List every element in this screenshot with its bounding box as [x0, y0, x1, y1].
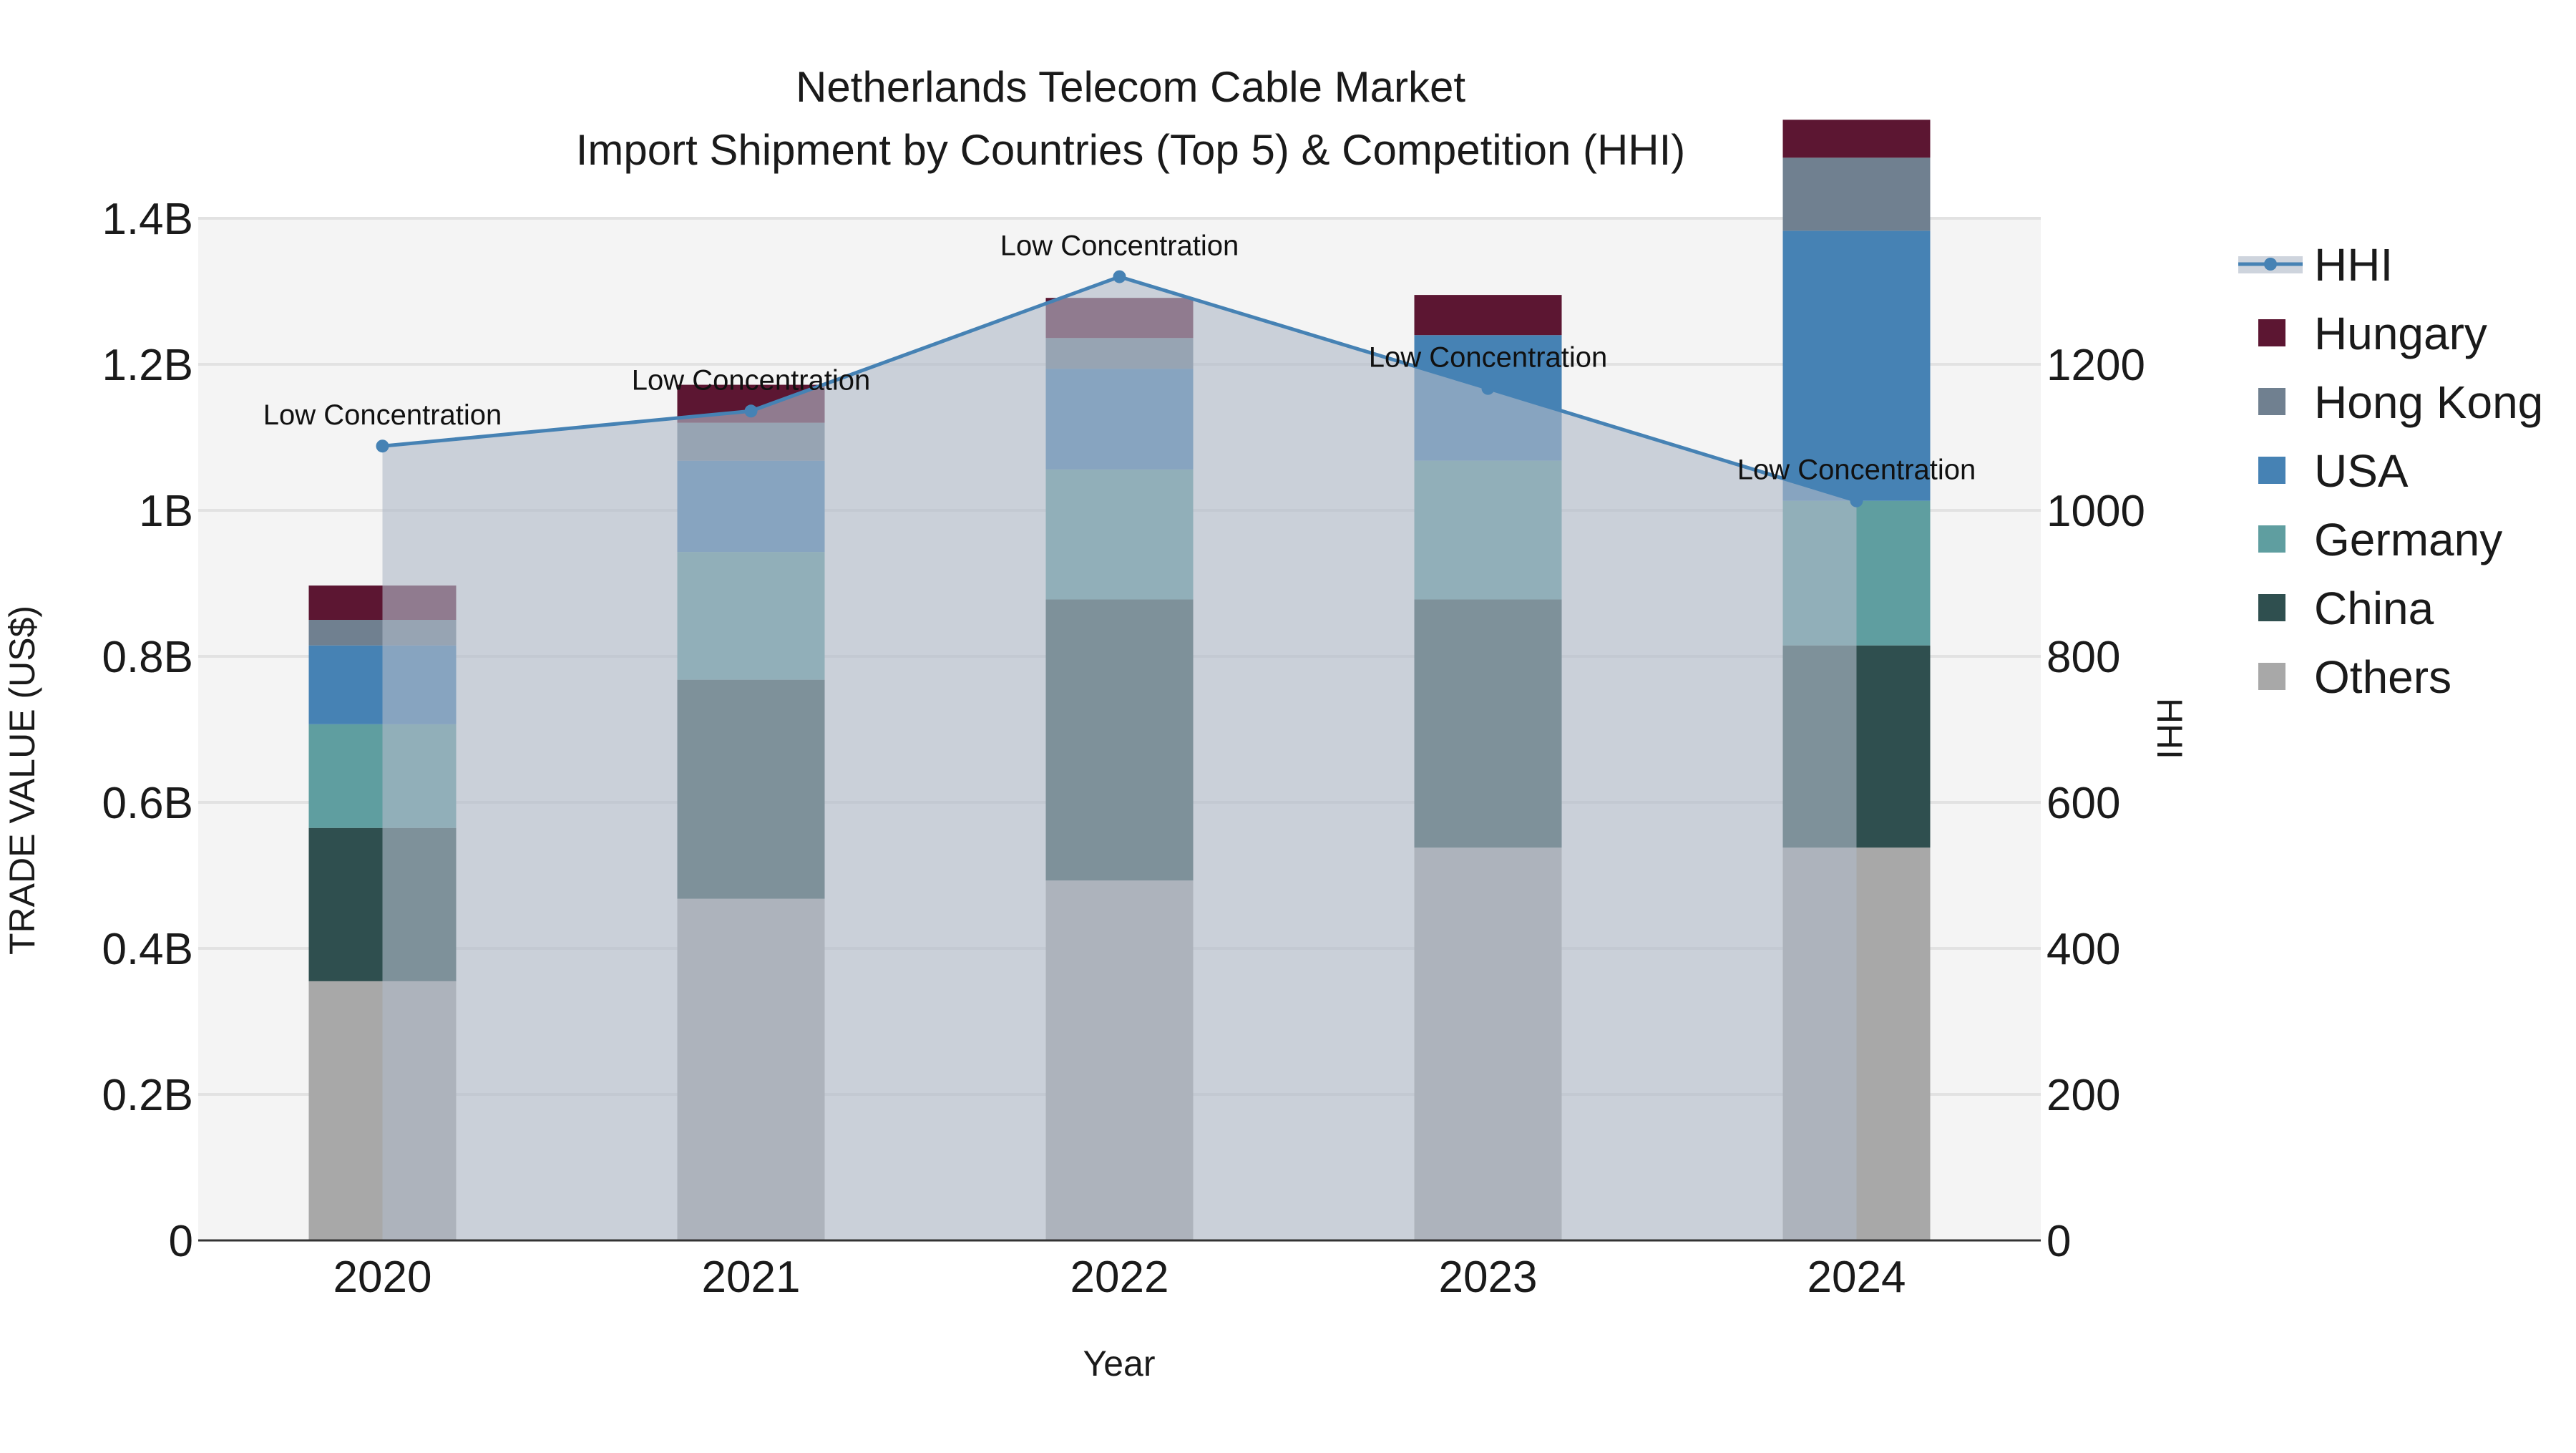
legend-label: Others [2314, 651, 2451, 703]
legend-label: Germany [2314, 514, 2502, 565]
legend-swatch-hhi-point [2264, 258, 2277, 271]
y-tick-label: 0.4B [102, 925, 193, 974]
y2-tick-label: 400 [2046, 925, 2120, 974]
x-tick-label: 2021 [702, 1253, 801, 1302]
legend-swatch-hong-kong [2258, 388, 2285, 415]
legend-label: China [2314, 583, 2434, 634]
y2-tick-label: 600 [2046, 779, 2120, 828]
axes: 0 0.2B 0.4B 0.6B 0.8B 1B 1.2B 1.4B 0 200 400 600 800… [102, 195, 2145, 1302]
bar-segment-hong-kong [1782, 157, 1931, 231]
y2-tick-label: 1200 [2046, 341, 2145, 390]
hhi-point [376, 439, 389, 453]
y2-tick-label: 1000 [2046, 487, 2145, 536]
x-tick-label: 2022 [1070, 1253, 1169, 1302]
hhi-annotation: Low Concentration [263, 399, 502, 431]
legend-label: Hong Kong [2314, 376, 2543, 428]
hhi-point [1850, 494, 1863, 507]
hhi-point [1481, 382, 1495, 395]
legend-swatch-usa [2258, 457, 2285, 484]
hhi-annotation: Low Concentration [1000, 230, 1239, 262]
chart-title: Netherlands Telecom Cable Market [796, 63, 1465, 111]
legend-label: Hungary [2314, 308, 2487, 359]
hhi-annotation: Low Concentration [1737, 455, 1976, 486]
legend: HHI Hungary Hong Kong USA Germany China Others [2238, 239, 2543, 703]
hhi-annotation: Low Concentration [1369, 342, 1608, 374]
y2-axis-label: HHI [2150, 698, 2190, 759]
y2-tick-label: 800 [2046, 633, 2120, 682]
legend-swatch-hungary [2258, 319, 2285, 346]
bar-segment-hungary [1414, 295, 1562, 336]
hhi-point [744, 404, 758, 418]
y-tick-label: 0.8B [102, 633, 193, 682]
hhi-area [382, 276, 1857, 1241]
hhi-series: Low Concentration Low Concentration Low Co… [263, 230, 1976, 1241]
x-axis-label: Year [1083, 1343, 1155, 1384]
chart-subtitle: Import Shipment by Countries (Top 5) & C… [576, 126, 1686, 174]
y-tick-label: 1B [139, 487, 193, 536]
legend-label: HHI [2314, 239, 2393, 291]
x-tick-label: 2020 [333, 1253, 432, 1302]
y-tick-label: 1.2B [102, 341, 193, 390]
hhi-point [1113, 270, 1126, 283]
x-tick-label: 2023 [1439, 1253, 1538, 1302]
y-axis-label: TRADE VALUE (US$) [2, 606, 42, 955]
hhi-annotation: Low Concentration [632, 364, 871, 396]
legend-label: USA [2314, 445, 2409, 497]
y2-tick-label: 200 [2046, 1071, 2120, 1120]
y2-tick-label: 0 [2046, 1217, 2071, 1266]
x-tick-label: 2024 [1807, 1253, 1906, 1302]
y-tick-label: 1.4B [102, 195, 193, 244]
y-tick-label: 0.2B [102, 1071, 193, 1120]
legend-swatch-others [2258, 663, 2285, 690]
y-tick-label: 0 [169, 1217, 193, 1266]
y-tick-label: 0.6B [102, 779, 193, 828]
legend-swatch-china [2258, 594, 2285, 621]
bar-segment-hungary [1782, 120, 1931, 158]
bar-segment-usa [1782, 230, 1931, 501]
legend-swatch-germany [2258, 525, 2285, 553]
